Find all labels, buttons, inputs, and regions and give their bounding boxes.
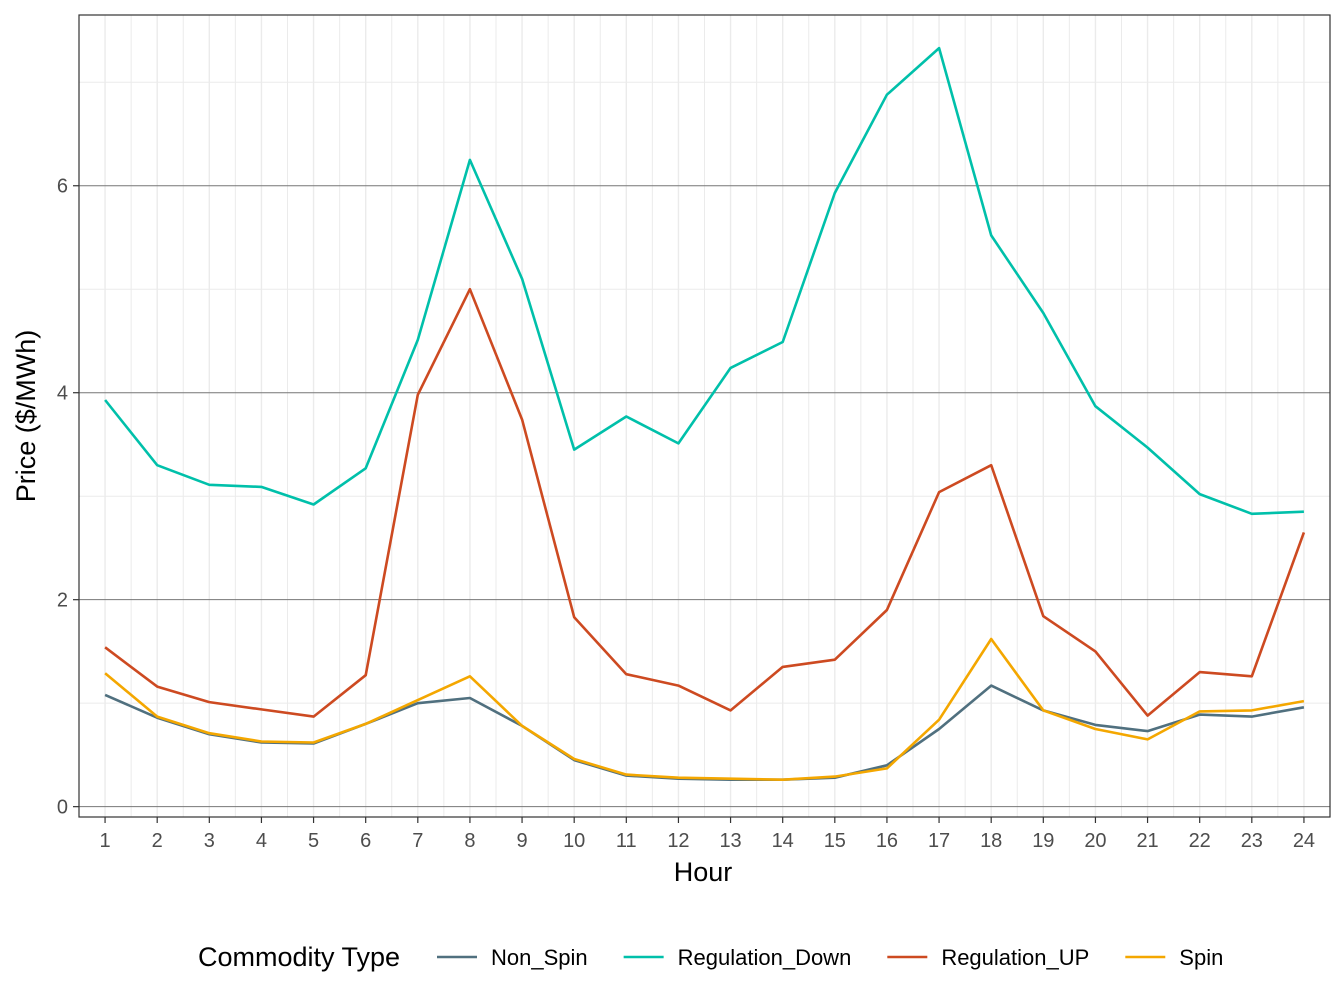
y-tick-label: 4 [57,383,68,405]
x-tick-label: 4 [256,830,267,852]
x-axis: 1 2 3 4 5 6 7 8 9 10 11 12 13 14 15 16 17 18 19 20 21 22 23 24 [100,817,1315,852]
x-axis-title: Hour [674,857,733,887]
legend-items: Non_Spin Regulation_Down Regulation_UP Spin [437,945,1223,970]
x-tick-label: 7 [412,830,423,852]
series-line-regulation-down [104,46,1304,516]
x-tick-label: 21 [1136,830,1158,852]
legend: Commodity Type Non_Spin Regulation_Down Re… [198,942,1223,972]
legend-label-non-spin: Non_Spin [491,945,588,970]
x-tick-label: 1 [100,830,111,852]
x-tick-label: 11 [616,830,637,852]
series-lines [104,46,1306,782]
plot-panel-border [78,14,1331,818]
legend-item-spin: Spin [1125,945,1223,970]
x-tick-label: 3 [204,830,215,852]
legend-label-regulation-up: Regulation_UP [941,945,1089,970]
legend-item-regulation-up: Regulation_UP [887,945,1089,970]
y-tick-label: 2 [57,590,68,612]
x-tick-label: 2 [152,830,163,852]
y-axis-title: Price ($/MWh) [11,330,41,503]
x-tick-label: 22 [1189,830,1211,852]
x-tick-label: 13 [719,830,741,852]
x-tick-label: 17 [928,830,950,852]
minor-gridlines [79,15,1330,817]
y-axis: 0 2 4 6 [57,176,79,819]
x-tick-label: 23 [1241,830,1263,852]
x-tick-label: 14 [772,830,794,852]
legend-title: Commodity Type [198,942,400,972]
x-tick-label: 12 [667,830,689,852]
legend-item-non-spin: Non_Spin [437,945,588,970]
x-tick-label: 18 [980,830,1002,852]
x-tick-label: 19 [1032,830,1054,852]
x-tick-label: 15 [824,830,846,852]
series-line-spin [104,637,1305,782]
x-tick-label: 20 [1084,830,1106,852]
x-tick-label: 10 [563,830,585,852]
x-tick-label: 24 [1293,830,1315,852]
major-gridlines [79,15,1330,817]
x-tick-label: 9 [517,830,528,852]
legend-item-regulation-down: Regulation_Down [623,945,852,970]
series-line-regulation-up [104,287,1306,718]
x-tick-label: 6 [360,830,371,852]
x-tick-label: 16 [876,830,898,852]
y-tick-label: 6 [57,176,68,198]
y-tick-label: 0 [57,797,68,819]
x-tick-label: 5 [308,830,319,852]
x-tick-label: 8 [464,830,475,852]
legend-label-spin: Spin [1179,945,1223,970]
legend-label-regulation-down: Regulation_Down [678,945,852,970]
